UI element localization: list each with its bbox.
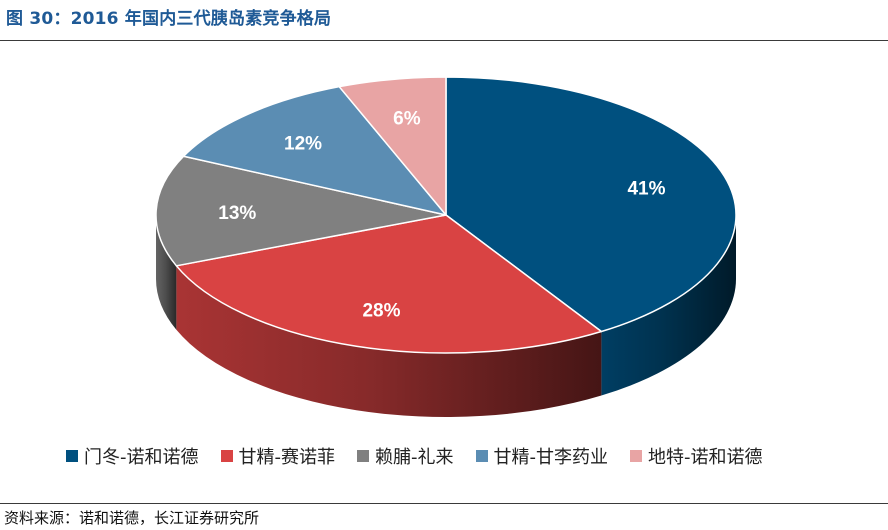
legend-item-0: 门冬-诺和诺德 — [66, 443, 199, 469]
pie-sides — [156, 215, 736, 417]
legend-item-1: 甘精-赛诺菲 — [220, 443, 336, 469]
legend-label-3: 甘精-甘李药业 — [493, 447, 609, 468]
slice-label-3: 12% — [284, 134, 322, 155]
slice-side-0 — [601, 215, 736, 396]
slice-side-2 — [156, 215, 177, 330]
slice-1 — [175, 214, 603, 354]
slice-label-4: 6% — [393, 108, 421, 129]
slice-label-1: 28% — [362, 300, 400, 321]
pie-tops — [155, 76, 737, 354]
legend-label-4: 地特-诺和诺德 — [648, 447, 763, 468]
legend-item-3: 甘精-甘李药业 — [475, 443, 609, 469]
legend-item-4: 地特-诺和诺德 — [630, 443, 763, 469]
pie-labels: 41% 28% 13% 12% 6% — [218, 108, 665, 321]
legend-item-2: 赖脯-礼来 — [357, 443, 454, 469]
slice-label-2: 13% — [218, 203, 256, 224]
figure-title: 图 30：2016 年国内三代胰岛素竞争格局 — [6, 9, 332, 29]
slice-0 — [445, 76, 737, 333]
legend-swatch-0 — [66, 450, 78, 462]
legend-swatch-4 — [630, 450, 642, 462]
source-note: 资料来源：诺和诺德，长江证券研究所 — [4, 509, 260, 527]
slice-label-0: 41% — [627, 178, 665, 199]
legend-swatch-1 — [220, 450, 233, 462]
slice-4 — [338, 76, 447, 216]
top-divider — [0, 40, 888, 41]
pie-chart: 41% 28% 13% 12% 6% — [155, 76, 737, 417]
slice-2 — [155, 155, 447, 267]
legend-label-2: 赖脯-礼来 — [375, 447, 454, 468]
legend-swatch-2 — [357, 450, 369, 462]
legend: 门冬-诺和诺德 甘精-赛诺菲 赖脯-礼来 甘精-甘李药业 地特-诺和诺德 — [66, 442, 866, 470]
legend-label-1: 甘精-赛诺菲 — [238, 447, 336, 468]
legend-swatch-3 — [475, 450, 488, 462]
slice-side-1 — [176, 265, 602, 417]
slice-3 — [182, 85, 447, 216]
legend-label-0: 门冬-诺和诺德 — [84, 447, 199, 468]
bottom-divider — [0, 503, 888, 504]
